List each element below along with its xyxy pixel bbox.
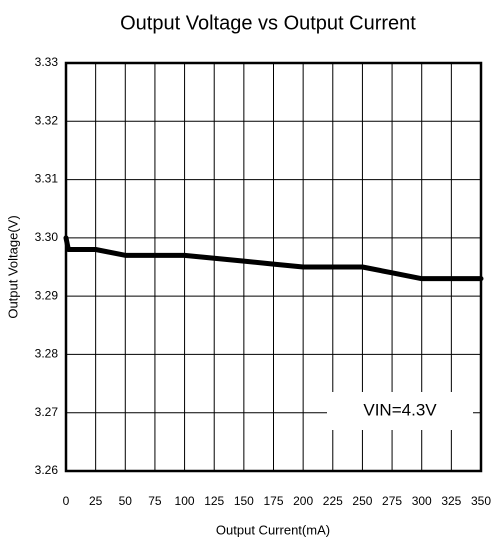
x-tick-label: 300 [412, 494, 432, 508]
y-tick-label: 3.29 [35, 288, 59, 302]
x-axis-label: Output Current(mA) [216, 522, 330, 537]
x-tick-label: 325 [441, 494, 461, 508]
data-line [63, 235, 484, 282]
x-tick-label: 250 [352, 494, 372, 508]
x-tick-label: 25 [89, 494, 103, 508]
x-tick-label: 175 [263, 494, 283, 508]
x-tick-label: 0 [63, 494, 70, 508]
y-tick-label: 3.27 [35, 405, 59, 419]
x-tick-label: 200 [293, 494, 313, 508]
y-tick-label: 3.26 [35, 463, 59, 477]
x-tick-label: 50 [119, 494, 133, 508]
y-tick-label: 3.28 [35, 347, 59, 361]
x-tick-label: 75 [148, 494, 162, 508]
annotation: VIN=4.3V [363, 400, 437, 419]
x-tick-label: 350 [471, 494, 491, 508]
plot-frame [64, 61, 483, 473]
x-tick-label: 100 [175, 494, 195, 508]
x-tick-label: 125 [204, 494, 224, 508]
y-tick-label: 3.30 [35, 230, 59, 244]
y-tick-label: 3.31 [35, 172, 59, 186]
y-axis-label: Output Voltage(V) [5, 215, 20, 318]
y-tick-label: 3.32 [35, 113, 59, 127]
y-tick-label: 3.33 [35, 55, 59, 69]
x-tick-label: 225 [323, 494, 343, 508]
x-tick-label: 275 [382, 494, 402, 508]
annotation-box [327, 392, 473, 430]
x-tick-label: 150 [234, 494, 254, 508]
chart-title: Output Voltage vs Output Current [120, 12, 416, 34]
